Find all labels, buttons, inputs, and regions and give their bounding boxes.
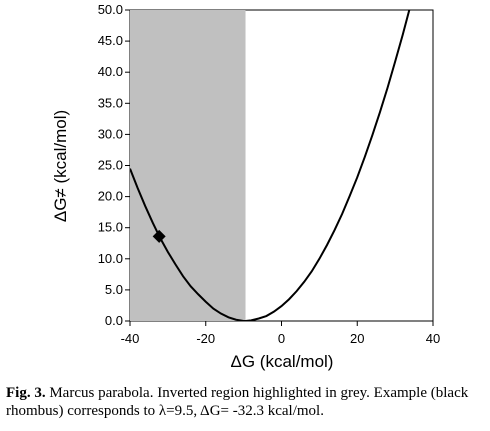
y-tick-label: 30.0	[98, 126, 123, 141]
caption-text: Marcus parabola. Inverted region highlig…	[6, 385, 469, 419]
x-tick-label: -20	[196, 331, 215, 346]
marcus-parabola-line	[130, 10, 411, 321]
y-tick-label: 15.0	[98, 220, 123, 235]
y-tick-label: 0.0	[105, 313, 123, 328]
x-tick-label: -40	[121, 331, 140, 346]
y-tick-label: 10.0	[98, 251, 123, 266]
x-tick-label: 0	[278, 331, 285, 346]
y-tick-label: 40.0	[98, 64, 123, 79]
figure-caption: Fig. 3. Marcus parabola. Inverted region…	[6, 384, 486, 420]
marcus-parabola-chart: 0.0 5.0 10.0 15.0 20.0 25.0 30.0 35.0 40.0 45.0 50…	[51, 2, 440, 371]
y-tick-label: 50.0	[98, 2, 123, 17]
caption-label: Fig. 3.	[6, 385, 46, 401]
y-tick-label: 45.0	[98, 33, 123, 48]
y-tick-label: 25.0	[98, 158, 123, 173]
x-tick-label: 20	[350, 331, 364, 346]
example-rhombus-marker	[152, 229, 166, 243]
x-axis-title: ΔG (kcal/mol)	[231, 352, 334, 371]
y-axis-title: ΔG≠ (kcal/mol)	[51, 110, 70, 222]
inverted-region-shading	[130, 10, 246, 321]
y-tick-label: 35.0	[98, 95, 123, 110]
x-tick-label: 40	[426, 331, 440, 346]
y-tick-label: 20.0	[98, 189, 123, 204]
y-tick-label: 5.0	[105, 282, 123, 297]
